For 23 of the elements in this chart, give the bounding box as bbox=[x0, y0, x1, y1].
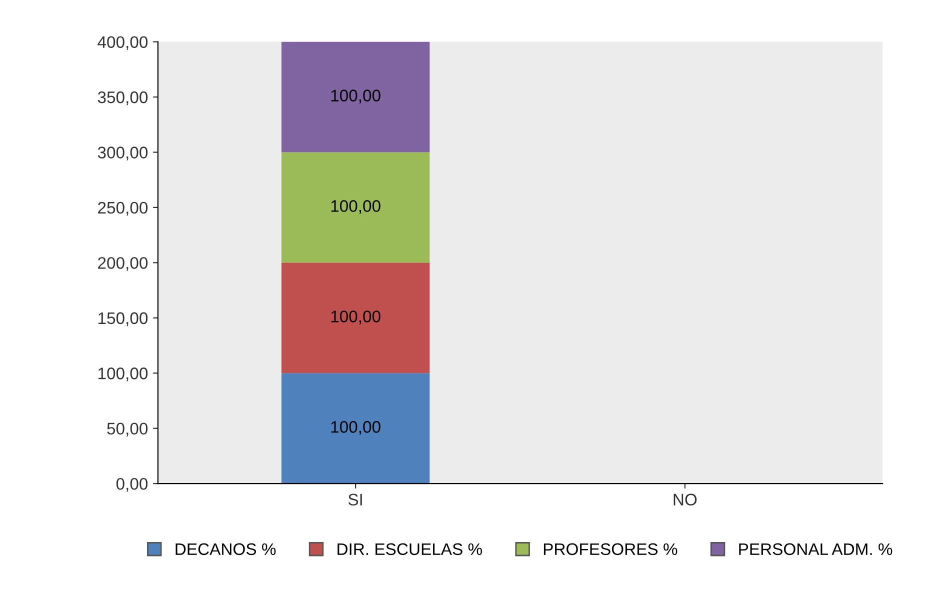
y-tick-label: 100,00 bbox=[98, 368, 148, 382]
y-tick-label: 250,00 bbox=[98, 202, 148, 216]
y-tick-label: 0,00 bbox=[116, 478, 148, 492]
data-label: 100,00 bbox=[331, 310, 380, 324]
y-tick-label: 150,00 bbox=[98, 312, 148, 326]
legend-label: DIR. ESCUELAS % bbox=[338, 543, 482, 556]
bar bbox=[281, 373, 430, 484]
legend-label: DECANOS % bbox=[176, 543, 276, 556]
data-label: 100,00 bbox=[331, 200, 380, 214]
x-tick-label: NO bbox=[674, 494, 697, 506]
legend-label: PROFESORES % bbox=[544, 543, 678, 556]
x-tick-label: SI bbox=[348, 494, 362, 506]
data-label: 100,00 bbox=[331, 90, 380, 104]
bar bbox=[281, 262, 430, 374]
y-tick-label: 350,00 bbox=[98, 91, 148, 106]
y-tick-label: 50,00 bbox=[107, 422, 148, 437]
bar bbox=[281, 152, 430, 263]
data-label: 100,00 bbox=[331, 421, 380, 435]
bar bbox=[281, 42, 430, 152]
y-tick-label: 400,00 bbox=[98, 36, 148, 50]
legend-label: PERSONAL ADM. % bbox=[739, 543, 892, 556]
y-tick-label: 200,00 bbox=[98, 257, 148, 271]
y-tick-label: 300,00 bbox=[98, 146, 148, 160]
